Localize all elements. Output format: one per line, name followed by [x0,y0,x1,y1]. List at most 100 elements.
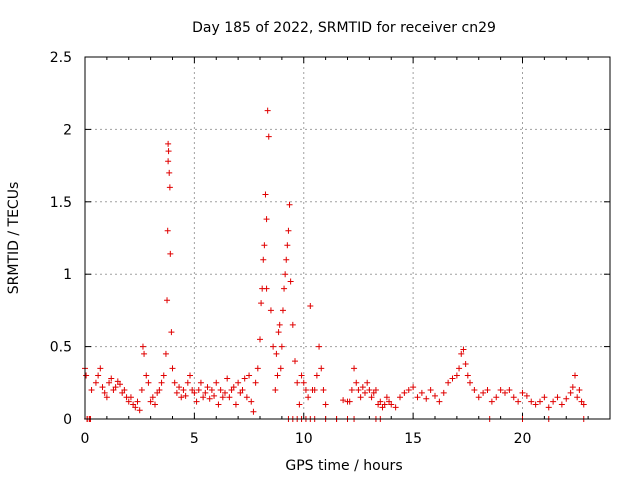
data-point [453,372,460,379]
data-point [95,372,102,379]
data-point [108,375,115,382]
x-tick-label: 5 [190,431,199,447]
data-point [460,346,467,353]
data-point [302,387,309,394]
data-point [127,394,134,401]
data-point [88,387,95,394]
data-point [276,321,283,328]
data-point [281,285,288,292]
data-point [211,392,218,399]
x-tick-label: 10 [295,431,313,447]
x-tick-label: 15 [404,431,422,447]
data-point [215,401,222,408]
data-point [112,384,119,391]
data-point [261,242,268,249]
data-point [558,401,565,408]
data-point [366,387,373,394]
data-point [502,389,508,396]
data-point [117,381,123,388]
data-point [171,379,178,386]
data-point [274,372,281,379]
data-point [239,387,246,394]
data-point [265,133,272,140]
data-point [401,389,408,396]
x-tick-label: 0 [81,431,90,447]
data-point [397,394,403,401]
data-point [248,398,255,405]
y-tick-label: 0.5 [50,340,72,356]
y-tick-labels: 0 0.5 1 1.5 2 2.5 [50,50,72,428]
data-point [488,398,495,405]
data-point [134,398,141,405]
plot-frame [84,56,611,420]
grid-lines [85,57,610,419]
data-point [286,201,293,208]
data-point [164,297,171,304]
data-point [83,372,90,379]
data-point [145,379,152,386]
data-point [493,394,500,401]
data-point [241,375,248,382]
data-point [510,394,517,401]
data-point [165,140,172,147]
data-point [165,158,172,165]
y-tick-label: 2 [63,122,72,138]
data-point [275,329,282,336]
data-point [182,392,189,399]
data-point [294,379,301,386]
data-point [427,387,434,394]
data-point [103,394,110,401]
data-point [178,394,185,401]
data-point [279,307,286,314]
data-point [285,227,292,234]
data-point [165,148,172,155]
data-point [574,394,581,401]
data-point [316,343,323,350]
data-point [219,394,226,401]
data-point [147,398,154,405]
data-point [313,372,320,379]
y-tick-label: 1 [63,267,72,283]
data-point [136,407,143,414]
data-point [311,387,318,394]
data-point [139,343,146,350]
data-point [436,398,443,405]
data-point [193,398,200,405]
data-point [405,387,412,394]
data-point [125,398,132,405]
data-point [305,394,312,401]
data-point [230,384,237,391]
data-point [357,394,364,401]
data-point [167,250,174,257]
data-point [320,387,327,394]
x-axis-label: GPS time / hours [285,458,402,474]
data-point [432,392,438,399]
data-point [554,394,561,401]
data-point [515,398,522,405]
data-point [156,387,163,394]
data-point [263,285,270,292]
data-point [176,384,183,391]
data-point [377,398,384,405]
data-point [458,350,465,357]
data-point [300,379,307,386]
data-point [202,389,209,396]
data-point [537,398,543,405]
data-point [576,387,583,394]
data-point [222,389,228,396]
chart-title: Day 185 of 2022, SRMTID for receiver cn2… [192,20,496,36]
data-point [267,307,274,314]
data-point [388,401,395,408]
data-point [445,379,452,386]
data-point [99,384,106,391]
data-point [158,379,165,386]
data-point [497,387,504,394]
data-point [164,227,171,234]
data-point [232,401,239,408]
data-point [440,389,447,396]
data-point [475,394,482,401]
data-point [464,372,471,379]
data-point [318,365,325,372]
data-point [197,379,204,386]
data-point [289,321,296,328]
